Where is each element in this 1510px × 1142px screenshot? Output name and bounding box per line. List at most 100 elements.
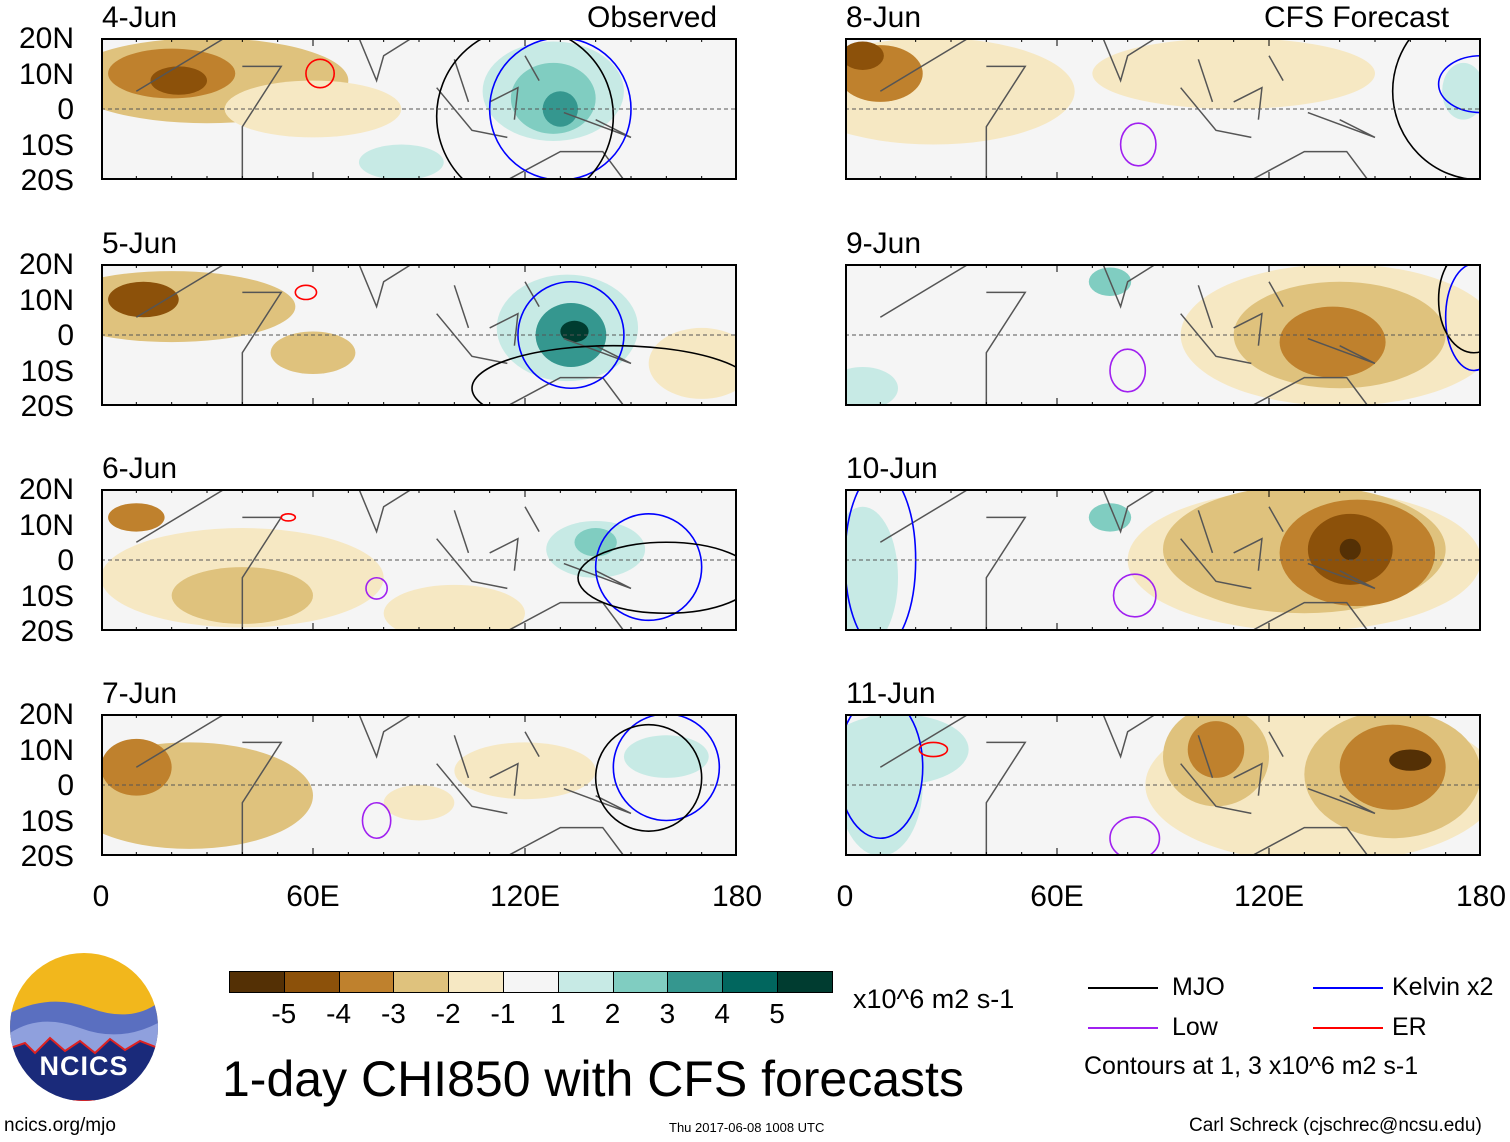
panel-date-label: 4-Jun <box>102 1 178 34</box>
colorbar-tick-label: 4 <box>714 998 730 1029</box>
ncics-logo: NCICS <box>10 953 158 1101</box>
lat-label: 10N <box>18 508 74 542</box>
lat-label: 0 <box>57 544 74 577</box>
contour-line <box>594 513 703 622</box>
colorbar-tick-label: 3 <box>659 998 676 1029</box>
legend-mjo-line <box>1088 987 1158 989</box>
map-panel-forecast-0 <box>845 38 1481 180</box>
contour-line <box>435 38 615 180</box>
contour-line <box>1112 573 1157 618</box>
lat-label: 10S <box>20 128 74 162</box>
lat-label: 0 <box>57 769 74 802</box>
legend-low-line <box>1088 1027 1158 1029</box>
colorbar-swatch <box>777 971 833 993</box>
lat-label: 10S <box>20 579 74 613</box>
lat-label: 20N <box>18 22 74 55</box>
panel-date-label: 5-Jun <box>102 227 178 260</box>
panel-date-label: 9-Jun <box>846 227 922 260</box>
lon-label: 120E <box>489 880 561 913</box>
colorbar-swatch <box>557 971 614 993</box>
anomaly-shading <box>1092 38 1375 109</box>
contour-line <box>471 344 737 406</box>
lat-label: 10S <box>20 804 74 838</box>
colorbar-tick-label: -4 <box>326 998 352 1029</box>
anomaly-shading <box>1187 721 1245 778</box>
colorbar-swatch <box>338 971 395 993</box>
lat-label: 20S <box>20 390 74 423</box>
coastline <box>879 264 1376 406</box>
map-panel-observed-1 <box>101 264 737 406</box>
anomaly-shading <box>560 320 589 343</box>
anomaly-shading <box>1088 503 1132 532</box>
colorbar-swatch <box>503 971 559 993</box>
anomaly-shading <box>108 281 179 318</box>
colorbar-swatch <box>393 971 450 993</box>
panel-date-label: 11-Jun <box>846 677 936 710</box>
lat-label: 20S <box>20 840 74 873</box>
panel-date-label: 6-Jun <box>102 452 178 485</box>
legend-kelvin: Kelvin x2 <box>1392 973 1494 1001</box>
observed-header: Observed <box>587 1 718 34</box>
contour-line <box>845 714 924 840</box>
contour-line <box>1391 38 1481 180</box>
lat-label: 0 <box>57 319 74 352</box>
panel-date-label: 10-Jun <box>846 452 938 485</box>
legend-kelvin-line <box>1313 987 1383 989</box>
contour-line <box>1109 816 1161 856</box>
colorbar-tick-label: -5 <box>271 998 297 1029</box>
contour-line <box>594 723 703 832</box>
colorbar-swatch <box>229 971 285 993</box>
anomaly-shading <box>1279 306 1386 378</box>
colorbar-swatch <box>612 971 669 993</box>
anomaly-shading <box>1339 538 1361 560</box>
colorbar-swatch <box>448 971 504 993</box>
footer-author: Carl Schreck (cjschrec@ncsu.edu) <box>1189 1115 1482 1136</box>
anomaly-shading <box>648 327 737 399</box>
map-panel-forecast-1 <box>845 264 1481 406</box>
map-panel-forecast-3 <box>845 714 1481 856</box>
lat-label: 10N <box>18 57 74 91</box>
lat-label: 20N <box>18 698 74 731</box>
panel-date-label: 8-Jun <box>846 1 922 34</box>
lat-label: 10S <box>20 354 74 388</box>
coastline <box>135 38 632 180</box>
footer-url[interactable]: ncics.org/mjo <box>4 1115 116 1136</box>
anomaly-shading <box>383 785 455 821</box>
coastline <box>135 264 632 406</box>
colorbar-swatch <box>667 971 724 993</box>
colorbar-tick-label: -2 <box>435 998 461 1029</box>
contour-line <box>294 284 318 301</box>
lon-label: 0 <box>836 880 854 913</box>
colorbar-swatch <box>283 971 340 993</box>
anomaly-shading <box>845 366 898 406</box>
anomaly-shading <box>1339 724 1446 810</box>
coastline <box>879 714 1376 856</box>
legend-low: Low <box>1172 1013 1218 1041</box>
lat-label: 20S <box>20 615 74 648</box>
map-panel-forecast-2 <box>845 489 1481 631</box>
anomaly-shading <box>574 528 617 557</box>
colorbar-tick-label: -1 <box>490 998 516 1029</box>
contour-line <box>1437 264 1481 354</box>
coastline <box>879 489 1376 631</box>
contour-line <box>1444 264 1481 372</box>
contour-line <box>361 801 392 840</box>
lat-label: 10N <box>18 283 74 317</box>
anomaly-shading <box>1389 749 1432 771</box>
legend-er-line <box>1313 1027 1383 1029</box>
map-panel-observed-3 <box>101 714 737 856</box>
anomaly-shading <box>845 506 898 631</box>
anomaly-shading <box>845 714 969 785</box>
lon-label: 0 <box>92 880 110 913</box>
anomaly-shading <box>270 331 356 375</box>
coastline <box>135 489 632 631</box>
colorbar-tick-label: -3 <box>380 998 406 1029</box>
cfs-forecast-header: CFS Forecast <box>1264 1 1450 34</box>
svg-text:NCICS: NCICS <box>39 1051 128 1081</box>
colorbar-tick-label: 2 <box>604 998 621 1029</box>
anomaly-shading <box>383 584 525 631</box>
anomaly-shading <box>108 503 165 532</box>
contour-line <box>1109 348 1147 393</box>
contour-line <box>1119 122 1157 167</box>
coastline <box>135 714 632 856</box>
